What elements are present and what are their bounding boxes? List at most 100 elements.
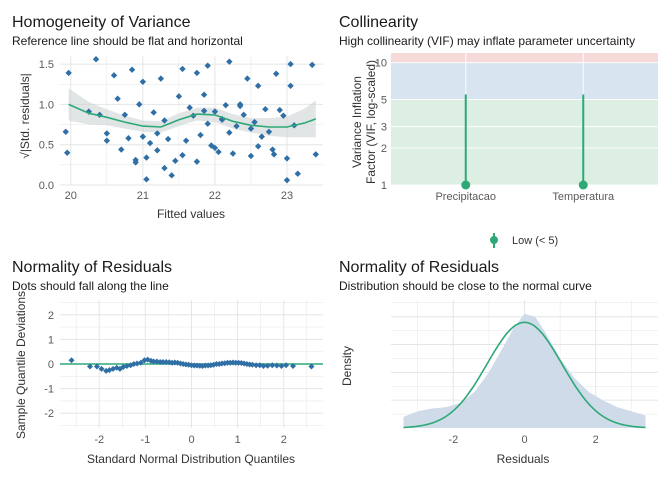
p1-point xyxy=(175,93,183,100)
p1-point xyxy=(218,115,226,123)
p1-point xyxy=(254,143,262,150)
p3-x-tick-label: 1 xyxy=(235,434,241,446)
p3-point xyxy=(283,362,290,369)
p1-point xyxy=(270,151,278,158)
p1-point xyxy=(211,108,219,115)
p2-x-ticks: Precipitacao Temperatura xyxy=(435,191,615,203)
p1-point xyxy=(168,172,175,179)
p1-point xyxy=(62,128,69,135)
p1-point xyxy=(226,129,233,136)
p3-point xyxy=(260,362,267,369)
p1-subtitle: Reference line should be flat and horizo… xyxy=(12,34,243,48)
p2-vif-point xyxy=(461,180,471,190)
p2-vif-point xyxy=(578,180,588,190)
p2-grid xyxy=(391,53,658,186)
p2-vif-bands xyxy=(391,53,658,185)
panel-qq: Normality of Residuals Dots should fall … xyxy=(12,259,323,466)
p3-point xyxy=(269,362,276,369)
p1-point xyxy=(265,128,273,135)
p1-point xyxy=(164,135,172,143)
p1-point xyxy=(139,78,147,85)
p1-point xyxy=(200,107,208,115)
p3-point xyxy=(98,365,105,372)
p1-y-tick-label: 1.5 xyxy=(39,59,54,71)
p1-point xyxy=(179,151,186,159)
p1-y-tick-label: 0.0 xyxy=(39,180,54,192)
p4-x-tick-label: 2 xyxy=(593,434,599,446)
p1-point xyxy=(312,151,319,158)
p1-point xyxy=(103,130,111,137)
p1-point xyxy=(136,101,143,108)
p1-point xyxy=(121,111,129,119)
p3-y-tick-label: -2 xyxy=(44,408,54,420)
p3-title: Normality of Residuals xyxy=(12,259,172,276)
p2-legend-key-dot xyxy=(490,236,498,244)
p1-point xyxy=(233,122,240,130)
p3-point xyxy=(273,362,280,369)
p1-y-tick-label: 1.0 xyxy=(39,99,54,111)
p2-y-tick-label: 10 xyxy=(375,58,387,70)
p2-band-moderate xyxy=(391,62,658,100)
p1-point xyxy=(251,118,258,126)
p4-empirical-density xyxy=(403,313,646,428)
p1-point xyxy=(280,112,287,119)
p1-point xyxy=(157,75,165,82)
p1-point xyxy=(139,133,147,140)
p1-point xyxy=(283,155,291,162)
p3-point xyxy=(150,358,157,365)
p1-point xyxy=(294,170,301,177)
p1-loess-line xyxy=(68,103,317,128)
p1-point xyxy=(161,117,168,124)
p1-point xyxy=(114,95,121,102)
p1-point xyxy=(143,154,150,161)
p1-y-ticks: 0.0 0.5 1.0 1.5 xyxy=(39,59,54,192)
p2-legend-label: Low (< 5) xyxy=(512,235,558,247)
p2-x-tick-label: Temperatura xyxy=(552,191,615,203)
p2-band-low xyxy=(391,99,658,185)
panel-collinearity: Collinearity High collinearity (VIF) may… xyxy=(339,14,658,248)
p2-y-axis-label-line2: Factor (VIF, log-scaled) xyxy=(364,60,378,184)
p1-y-tick-label: 0.5 xyxy=(39,140,54,152)
p2-x-tick-label: Precipitacao xyxy=(435,191,496,203)
p1-point xyxy=(211,144,219,152)
p1-point xyxy=(215,148,222,156)
p2-subtitle: High collinearity (VIF) may inflate para… xyxy=(339,34,635,48)
p1-x-axis-label: Fitted values xyxy=(157,207,225,221)
p4-subtitle: Distribution should be close to the norm… xyxy=(339,279,592,293)
p1-point xyxy=(85,108,93,115)
p1-point xyxy=(222,101,229,109)
p1-point xyxy=(118,146,125,153)
p3-point xyxy=(93,363,100,370)
p1-point xyxy=(128,66,136,73)
p3-x-tick-label: 2 xyxy=(281,434,287,446)
p1-point xyxy=(179,65,186,73)
p1-point xyxy=(186,104,193,111)
p1-point xyxy=(226,58,233,65)
p3-x-axis-label: Standard Normal Distribution Quantiles xyxy=(87,452,295,466)
p3-x-tick-label: -1 xyxy=(140,434,150,446)
p1-point xyxy=(283,176,291,184)
p3-x-tick-label: -2 xyxy=(94,434,104,446)
p1-x-tick-label: 20 xyxy=(65,190,77,202)
p1-point xyxy=(154,147,161,154)
p3-point xyxy=(86,363,93,370)
p3-x-tick-label: 0 xyxy=(188,434,194,446)
p4-x-tick-label: -2 xyxy=(448,434,458,446)
p1-point xyxy=(236,101,244,108)
p1-point xyxy=(193,158,201,165)
p1-point xyxy=(269,146,276,153)
p3-y-tick-label: 0 xyxy=(48,359,54,371)
p3-point xyxy=(249,361,256,368)
p2-title: Collinearity xyxy=(339,14,418,31)
p2-y-tick-label: 3 xyxy=(381,122,387,134)
p1-point xyxy=(204,120,211,127)
p2-vif-marks xyxy=(461,94,588,190)
p1-point xyxy=(247,152,255,160)
p3-point xyxy=(264,362,271,369)
p1-point xyxy=(229,150,237,157)
p3-point xyxy=(137,359,144,366)
p1-point xyxy=(197,131,204,139)
p1-point xyxy=(125,135,132,142)
p1-point xyxy=(143,176,150,183)
